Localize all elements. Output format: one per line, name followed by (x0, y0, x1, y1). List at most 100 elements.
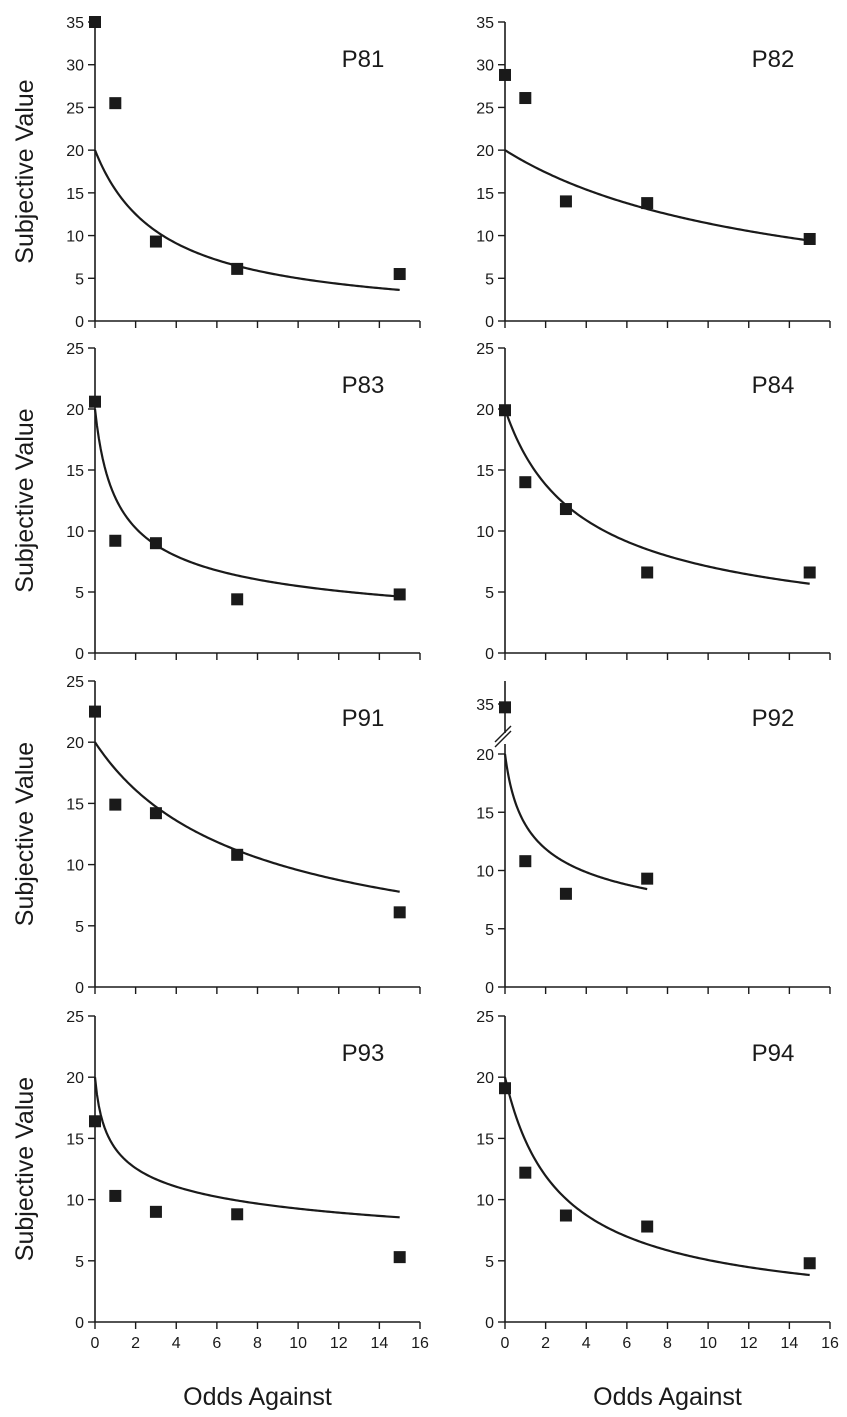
y-tick-label: 20 (476, 143, 494, 160)
data-point (149, 1205, 162, 1218)
x-tick-label: 12 (740, 1335, 758, 1352)
data-point (109, 97, 122, 110)
y-tick-label: 35 (476, 697, 494, 714)
data-point (231, 848, 244, 861)
y-tick-label: 10 (476, 229, 494, 246)
y-tick-label: 20 (476, 402, 494, 419)
data-point (89, 1115, 101, 1128)
y-tick-label: 5 (485, 585, 494, 602)
x-tick-label: 2 (541, 1335, 550, 1352)
data-point (803, 232, 816, 245)
y-tick-label: 0 (75, 1315, 84, 1332)
y-tick-label: 20 (476, 747, 494, 764)
y-tick-label: 10 (66, 229, 84, 246)
x-tick-label: 0 (91, 1335, 100, 1352)
y-tick-label: 10 (476, 524, 494, 541)
data-point (149, 537, 162, 550)
y-tick-label: 10 (476, 1193, 494, 1210)
data-point (519, 92, 532, 105)
panel-p84: 0 5 10 15 20 25 P84 (476, 341, 831, 663)
y-tick-label: 10 (66, 858, 84, 875)
y-tick-label: 25 (476, 100, 494, 117)
panel-title: P91 (342, 705, 385, 732)
y-tick-label: 0 (485, 314, 494, 331)
data-point (89, 16, 101, 28)
x-tick-label: 14 (370, 1335, 388, 1352)
data-point (231, 1208, 244, 1221)
x-tick-label: 6 (212, 1335, 221, 1352)
y-axis-title: Subjective Value (11, 408, 39, 592)
data-point (89, 705, 101, 718)
panel-title: P84 (752, 372, 795, 399)
y-axis-title: Subjective Value (11, 742, 39, 926)
y-tick-label: 10 (66, 524, 84, 541)
data-point (803, 1257, 816, 1270)
panel-p82: 0 5 10 15 20 25 30 35 P82 (476, 15, 831, 331)
data-point (109, 798, 122, 811)
x-tick-label: 10 (699, 1335, 717, 1352)
y-tick-label: 25 (476, 1009, 494, 1026)
panel-title: P81 (342, 46, 385, 73)
y-tick-label: 0 (485, 980, 494, 997)
y-tick-label: 5 (75, 919, 84, 936)
data-point (393, 906, 406, 919)
y-tick-label: 15 (476, 463, 494, 480)
y-tick-label: 15 (476, 186, 494, 203)
data-point (559, 1209, 572, 1222)
y-tick-label: 15 (66, 463, 84, 480)
x-axis-title: Odds Against (183, 1383, 332, 1411)
data-point (231, 593, 244, 606)
x-tick-label: 8 (253, 1335, 262, 1352)
y-axis-title: Subjective Value (11, 79, 39, 263)
y-tick-label: 15 (66, 186, 84, 203)
panel-title: P94 (752, 1040, 795, 1067)
fitted-curve (93, 149, 400, 292)
x-tick-label: 4 (582, 1335, 591, 1352)
fitted-curve (504, 149, 810, 242)
y-tick-label: 15 (476, 805, 494, 822)
y-tick-label: 15 (66, 796, 84, 813)
fitted-curve (93, 408, 400, 598)
y-tick-label: 15 (66, 1131, 84, 1148)
data-point (559, 195, 572, 208)
axis-break-mark (494, 730, 512, 748)
data-point (641, 1220, 654, 1233)
y-tick-label: 25 (66, 100, 84, 117)
y-tick-label: 20 (66, 735, 84, 752)
y-tick-label: 20 (66, 402, 84, 419)
data-point (559, 503, 572, 516)
panel-title: P82 (752, 46, 795, 73)
y-tick-label: 20 (66, 1070, 84, 1087)
data-point-above-break (499, 701, 511, 714)
y-tick-label: 25 (476, 341, 494, 358)
x-tick-label: 16 (411, 1335, 429, 1352)
panel-p94: 0 5 10 15 20 25 0 2 4 6 8 10 12 14 16 P94 Odds Against (476, 1009, 839, 1411)
data-point (641, 566, 654, 579)
y-tick-label: 20 (66, 143, 84, 160)
data-point (231, 262, 244, 275)
y-tick-label: 0 (485, 1315, 494, 1332)
y-tick-label: 20 (476, 1070, 494, 1087)
panel-title: P92 (752, 705, 795, 732)
y-tick-label: 35 (66, 15, 84, 32)
y-tick-label: 25 (66, 674, 84, 691)
y-tick-label: 5 (75, 271, 84, 288)
axis-break-mark (494, 725, 512, 743)
panel-title: P93 (342, 1040, 385, 1067)
x-tick-label: 6 (622, 1335, 631, 1352)
fitted-curve (503, 1076, 810, 1277)
panel-title: P83 (342, 372, 385, 399)
panel-p81: 0 5 10 15 20 25 30 35 P81 Subjective Value (11, 15, 421, 331)
data-point (109, 1189, 122, 1202)
y-tick-label: 0 (485, 646, 494, 663)
y-tick-label: 5 (485, 271, 494, 288)
fitted-curve (93, 1077, 400, 1219)
x-tick-label: 8 (663, 1335, 672, 1352)
data-point (519, 855, 532, 868)
data-point (519, 476, 532, 489)
y-tick-label: 30 (476, 58, 494, 75)
data-point (499, 68, 511, 81)
data-point (109, 534, 122, 547)
data-point (149, 235, 162, 248)
